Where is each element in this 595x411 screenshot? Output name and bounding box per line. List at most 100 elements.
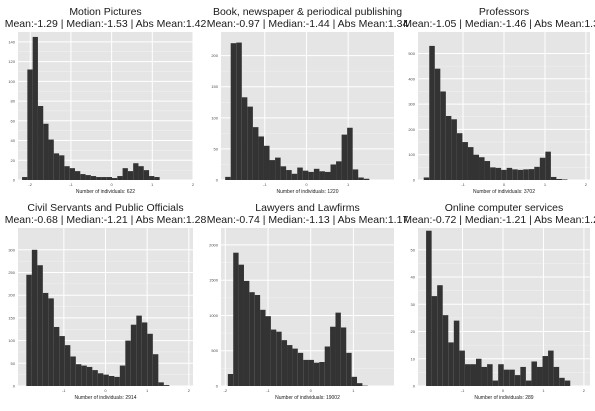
histogram-bar <box>492 380 499 386</box>
histogram-bar <box>59 336 65 386</box>
histogram-bar <box>479 157 485 180</box>
histogram-bar <box>351 376 358 386</box>
histogram-bar <box>503 369 510 386</box>
histogram-bar <box>531 361 537 386</box>
histogram-bar <box>70 356 76 386</box>
histogram-bar <box>81 365 87 386</box>
panel-title: Lawyers and Lawfirms <box>255 202 359 214</box>
y-tick-label: 120 <box>8 59 15 64</box>
histogram-bar <box>561 179 568 180</box>
x-tick-label: 1 <box>146 388 149 393</box>
histogram-bar <box>260 309 266 386</box>
histogram-bar <box>287 345 293 386</box>
histogram-bar <box>275 157 281 180</box>
histogram-bar <box>302 170 309 180</box>
histogram-bar <box>434 68 441 180</box>
histogram-bar <box>276 331 282 386</box>
panel-title: Professors <box>479 6 529 18</box>
histogram-bar <box>297 352 304 386</box>
y-tick-label: 200 <box>211 53 218 58</box>
histogram-bar <box>308 359 314 386</box>
y-tick-label: 500 <box>211 348 218 353</box>
histogram-bar <box>80 174 86 180</box>
y-tick-label: 20 <box>411 329 416 334</box>
histogram-panel-4: Civil Servants and Public OfficialsMean:… <box>5 202 207 401</box>
y-tick-label: 0 <box>413 178 416 183</box>
histogram-bar <box>335 312 341 386</box>
y-tick-label: 200 <box>8 293 15 298</box>
histogram-bar <box>280 166 287 180</box>
histogram-bar <box>313 168 320 180</box>
histogram-bar <box>346 352 352 386</box>
y-tick-label: 0 <box>13 384 16 389</box>
histogram-bar <box>358 177 364 180</box>
x-axis-label: Number of individuals: 3702 <box>473 189 535 195</box>
histogram-bar <box>545 151 551 180</box>
histogram-bar <box>556 178 562 180</box>
histogram-bar <box>564 380 571 386</box>
histogram-bar <box>303 359 309 386</box>
histogram-bar <box>308 171 314 180</box>
histogram-bar <box>352 169 359 180</box>
histogram-bar <box>525 380 532 386</box>
panel-title: Online computer services <box>445 202 563 214</box>
y-tick-label: 50 <box>411 247 416 252</box>
histogram-bar <box>291 173 298 180</box>
x-axis-label: Number of individuals: 2914 <box>75 395 137 401</box>
histogram-bar <box>475 358 482 386</box>
histogram-bar <box>152 354 159 386</box>
histogram-bar <box>462 142 468 180</box>
y-tick-label: 400 <box>408 76 415 81</box>
histogram-bar <box>96 177 102 180</box>
panel-subtitle: Mean:-0.74 | Median:-1.13 | Abs Mean:1.1… <box>207 214 409 226</box>
histogram-bar <box>125 340 131 386</box>
histogram-bar <box>42 292 49 386</box>
histogram-bar <box>48 139 54 180</box>
y-tick-label: 10 <box>411 356 416 361</box>
histogram-bar <box>32 36 38 181</box>
histogram-bar <box>313 362 320 386</box>
histogram-bar <box>498 364 504 386</box>
histogram-bar <box>553 366 560 386</box>
y-tick-label: 100 <box>8 79 15 84</box>
histogram-bar <box>514 375 521 386</box>
histogram-bar <box>319 171 325 180</box>
x-tick-label: 2 <box>583 388 586 393</box>
x-tick-label: 2 <box>192 182 195 187</box>
x-tick-label: 1 <box>544 182 547 187</box>
histogram-bar <box>445 115 452 180</box>
x-tick-label: -1 <box>461 182 465 187</box>
y-tick-label: 60 <box>11 118 16 123</box>
histogram-bar <box>64 166 70 180</box>
y-tick-label: 50 <box>214 146 219 151</box>
histogram-bar <box>269 160 276 180</box>
y-tick-label: 100 <box>211 115 218 120</box>
y-tick-label: 150 <box>8 315 15 320</box>
histogram-bar <box>154 177 160 180</box>
histogram-bar <box>542 356 549 386</box>
panel-title: Motion Pictures <box>69 6 141 18</box>
histogram-bar <box>319 362 325 386</box>
histogram-bar <box>464 364 471 386</box>
panel-subtitle: Mean:-1.29 | Median:-1.53 | Abs Mean:1.4… <box>5 18 207 30</box>
histogram-bar <box>236 42 242 180</box>
histogram-bar <box>501 169 507 180</box>
x-tick-label: 0 <box>310 388 313 393</box>
x-tick-label: 0 <box>305 182 308 187</box>
y-tick-label: 30 <box>411 302 416 307</box>
panel-subtitle: Mean:-1.05 | Median:-1.46 | Abs Mean:1.3… <box>403 18 595 30</box>
histogram-bar <box>470 364 476 386</box>
histogram-bar <box>230 43 237 180</box>
histogram-bar <box>106 177 113 180</box>
y-tick-label: 250 <box>8 270 15 275</box>
histogram-bar <box>440 91 446 180</box>
histogram-bar <box>442 315 449 386</box>
histogram-bar <box>90 176 97 180</box>
histogram-bar <box>512 169 518 180</box>
histogram-bar <box>265 316 271 386</box>
y-tick-label: 150 <box>211 84 218 89</box>
histogram-bar <box>225 176 231 180</box>
x-axis-label: Number of individuals: 289 <box>474 395 533 401</box>
